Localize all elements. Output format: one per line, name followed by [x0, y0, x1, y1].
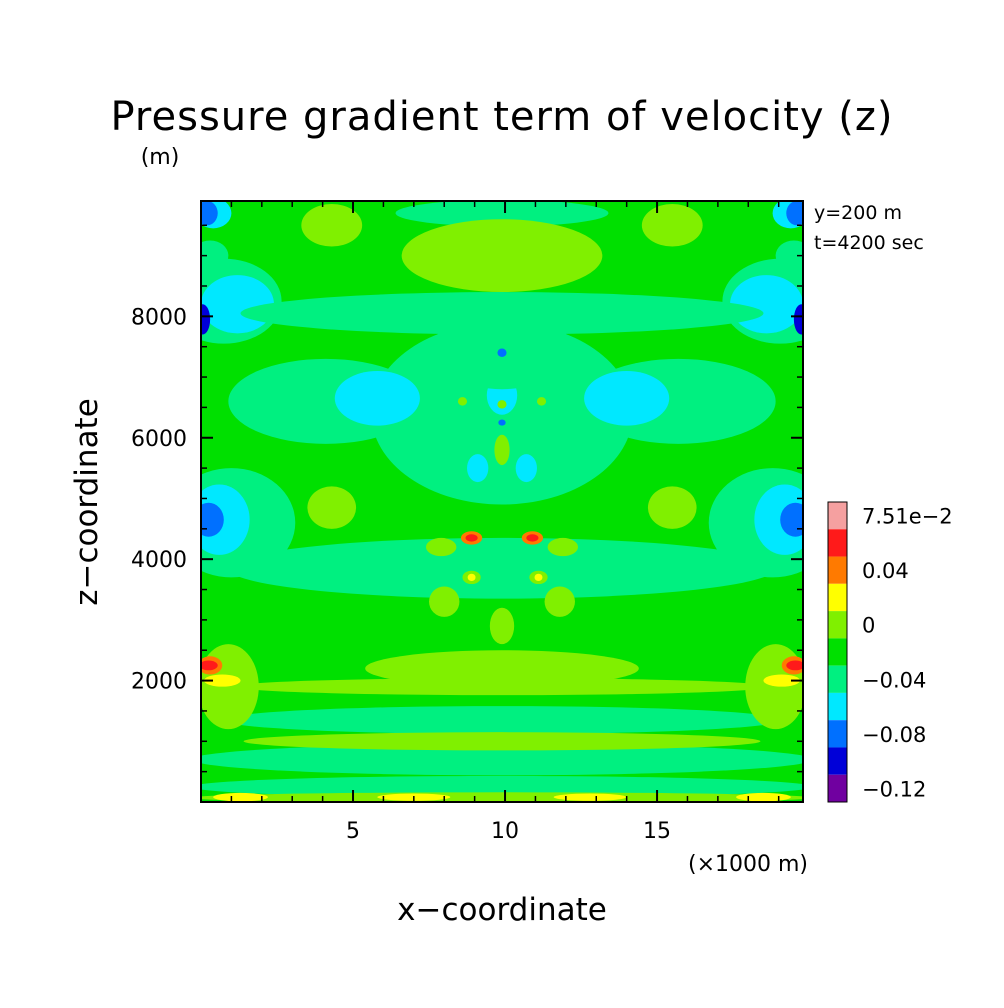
colorbar-label: 0	[862, 614, 875, 638]
colorbar-label: −0.08	[862, 723, 926, 747]
y-tick-label: 4000	[131, 548, 187, 573]
contour-region	[395, 201, 609, 227]
contour-region	[425, 537, 457, 557]
y-tick-label: 2000	[131, 670, 187, 695]
contour-region	[201, 502, 224, 537]
contour-region	[534, 573, 543, 582]
x-axis-ticks: 5 10 15	[230, 201, 780, 844]
colorbar-segment	[828, 529, 847, 557]
x-tick-label: 5	[346, 819, 360, 844]
contour-region	[204, 674, 241, 687]
contour-region	[754, 484, 803, 555]
contour-region	[307, 486, 357, 529]
colorbar-label: −0.12	[862, 777, 926, 801]
contour-region	[222, 706, 782, 735]
colorbar-segment	[828, 747, 847, 775]
contour-region	[489, 607, 515, 645]
y-tick-label: 8000	[131, 305, 187, 330]
contour-region	[497, 400, 507, 409]
colorbar-segment	[828, 774, 847, 802]
colorbar-label: 7.51e−2	[862, 505, 953, 529]
contour-region	[201, 201, 218, 226]
contour-region	[786, 201, 803, 226]
x-axis-title: x−coordinate	[397, 892, 607, 928]
contour-region	[780, 502, 803, 537]
colorbar: 7.51e−2 0.04 0 −0.04 −0.08 −0.12	[827, 501, 953, 803]
contour-region	[544, 586, 575, 617]
contour-region	[763, 674, 800, 687]
contour-region	[584, 370, 670, 426]
contour-region	[201, 484, 250, 555]
contour-region	[547, 537, 579, 557]
contour-region	[301, 204, 363, 247]
chart-title: Pressure gradient term of velocity (z)	[111, 94, 894, 140]
contour-region	[429, 586, 460, 617]
contour-region	[334, 370, 420, 426]
y-axis-ticks: 2000 4000 6000 8000	[131, 224, 803, 773]
contour-region	[730, 275, 803, 334]
y-axis-title: z−coordinate	[69, 398, 105, 606]
contour-region	[201, 275, 274, 334]
contour-region	[234, 678, 770, 696]
contour-region	[553, 793, 627, 801]
colorbar-segment	[828, 583, 847, 612]
colorbar-frame	[827, 501, 848, 803]
contour-region	[793, 304, 803, 335]
colorbar-segment	[828, 720, 847, 748]
unit-label: (m)	[141, 145, 180, 170]
x-tick-label: 10	[491, 819, 519, 844]
contour-region	[201, 792, 803, 802]
colorbar-segment	[828, 502, 847, 530]
contour-region	[641, 204, 703, 247]
colorbar-segment	[828, 611, 847, 639]
contour-region	[201, 775, 803, 798]
contour-region	[201, 743, 803, 776]
contour-region	[243, 732, 761, 751]
plot-area: 5 10 15 2000 4000 6000 8000	[131, 200, 804, 844]
contour-region	[467, 573, 476, 582]
x-tick-label: 15	[643, 819, 671, 844]
x-unit-label: (×1000 m)	[688, 852, 808, 877]
contour-region	[497, 348, 507, 358]
contour-region	[467, 454, 489, 483]
contour-field	[201, 201, 803, 802]
colorbar-label: −0.04	[862, 668, 926, 692]
contour-region	[498, 419, 506, 426]
colorbar-segment	[828, 638, 847, 666]
contour-region	[365, 650, 639, 687]
plot-frame	[200, 200, 804, 803]
contour-region	[240, 292, 764, 335]
info-line-time: t=4200 sec	[814, 232, 924, 254]
info-line-position: y=200 m	[814, 202, 902, 224]
contour-region	[401, 219, 603, 293]
contour-region	[736, 792, 791, 802]
contour-region	[228, 537, 776, 599]
contour-region	[201, 240, 229, 271]
contour-region	[213, 792, 268, 802]
contour-region	[465, 534, 478, 542]
contour-region	[647, 486, 697, 529]
contour-region	[457, 397, 468, 406]
contour-region	[201, 304, 211, 335]
contour-region	[494, 434, 510, 466]
info-box: y=200 m t=4200 sec	[814, 202, 924, 254]
colorbar-segment	[828, 692, 847, 721]
contour-region	[775, 240, 803, 271]
colorbar-segment	[828, 556, 847, 584]
colorbar-segment	[828, 665, 847, 693]
colorbar-label: 0.04	[862, 559, 909, 583]
contour-region	[515, 454, 537, 483]
contour-region	[786, 660, 803, 671]
contour-region	[201, 660, 218, 671]
y-tick-label: 6000	[131, 427, 187, 452]
contour-region	[536, 397, 547, 406]
contour-region	[526, 534, 539, 542]
